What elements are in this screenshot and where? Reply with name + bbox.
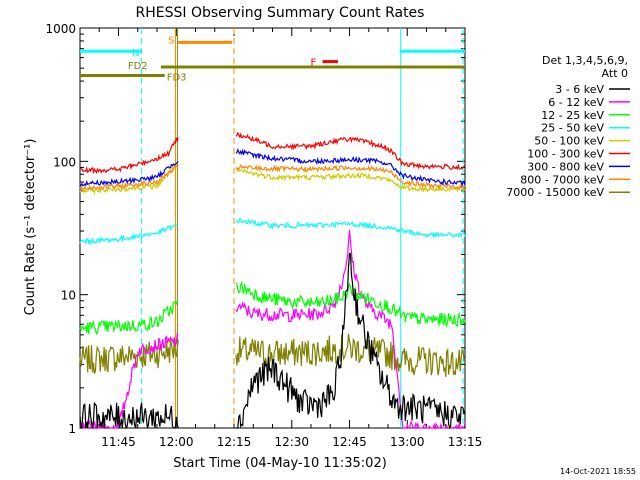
legend-label-6: 300 - 800 keV xyxy=(527,160,604,173)
legend-label-5: 100 - 300 keV xyxy=(527,148,604,161)
legend-header-line2: Att 0 xyxy=(602,67,628,80)
series-line-2 xyxy=(79,280,466,336)
x-tick-label: 12:00 xyxy=(159,435,194,449)
y-tick-label: 100 xyxy=(53,155,76,169)
legend-label-0: 3 - 6 keV xyxy=(555,83,604,96)
generated-timestamp: 14-Oct-2021 18:55 xyxy=(560,467,636,476)
y-tick-label: 1000 xyxy=(45,22,76,36)
legend-label-7: 800 - 7000 keV xyxy=(520,173,604,186)
legend-header-line1: Det 1,3,4,5,6,9, xyxy=(542,54,628,67)
x-tick-label: 12:15 xyxy=(217,435,252,449)
series-line-0 xyxy=(79,252,466,430)
flag-label-F: F xyxy=(311,58,317,69)
chart-title: RHESSI Observing Summary Count Rates xyxy=(136,5,425,21)
series-line-1 xyxy=(79,229,466,431)
legend-label-3: 25 - 50 keV xyxy=(541,122,604,135)
series-line-5 xyxy=(79,131,466,175)
y-tick-label: 1 xyxy=(68,422,76,436)
legend-label-1: 6 - 12 keV xyxy=(548,96,604,109)
flag-label-N: N xyxy=(132,48,139,59)
x-tick-label: 12:30 xyxy=(274,435,309,449)
series-line-6 xyxy=(79,147,466,188)
y-axis-label: Count Rate (s⁻¹ detector⁻¹) xyxy=(23,139,38,316)
series-line-4 xyxy=(79,161,466,195)
flag-label-FD2: FD2 xyxy=(128,61,148,72)
plot-area: 1 10 100 1000 11:45 12:00 12:15 12:30 12:45 13:00… xyxy=(45,22,482,449)
flag-label-FD3: FD3 xyxy=(167,73,187,84)
x-tick-label: 13:15 xyxy=(448,435,483,449)
x-tick-label: 12:45 xyxy=(332,435,367,449)
legend-label-4: 50 - 100 keV xyxy=(534,135,604,148)
y-tick-label: 10 xyxy=(61,289,76,303)
series-line-3 xyxy=(79,217,466,246)
x-tick-label: 11:45 xyxy=(101,435,136,449)
legend-label-2: 12 - 25 keV xyxy=(541,109,604,122)
series-line-8 xyxy=(79,333,466,377)
x-axis-label: Start Time (04-May-10 11:35:02) xyxy=(173,456,387,471)
flag-label-S: S xyxy=(168,35,174,46)
legend-label-8: 7000 - 15000 keV xyxy=(506,186,604,199)
x-tick-label: 13:00 xyxy=(390,435,425,449)
